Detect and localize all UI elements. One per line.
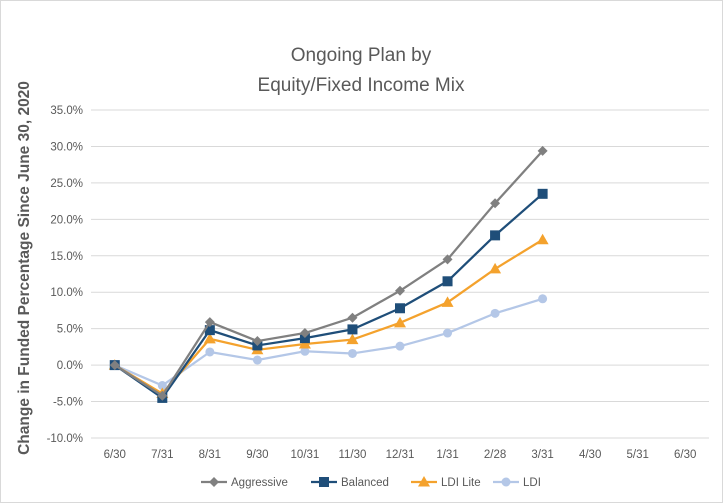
data-point-ldi-lite bbox=[536, 233, 549, 245]
data-point-aggressive bbox=[204, 317, 215, 328]
data-point-balanced bbox=[347, 324, 358, 335]
y-tick-label: 30.0% bbox=[50, 141, 83, 153]
legend-label: Aggressive bbox=[231, 477, 288, 489]
x-tick-label: 5/31 bbox=[626, 449, 648, 461]
x-tick-label: 6/30 bbox=[104, 449, 126, 461]
series-line-ldi bbox=[114, 297, 543, 387]
x-tick-label: 9/30 bbox=[246, 449, 268, 461]
y-tick-label: 15.0% bbox=[50, 251, 83, 263]
legend-marker-ldi-lite bbox=[418, 476, 430, 487]
data-point-aggressive bbox=[347, 312, 358, 323]
data-point-aggressive bbox=[252, 336, 263, 347]
legend-marker-ldi bbox=[501, 477, 511, 487]
y-axis-ticks: 35.0% 30.0% 25.0% 20.0% 15.0% 10.0% 5.0% 0.0% -5… bbox=[47, 105, 83, 445]
y-tick-label: 5.0% bbox=[57, 324, 83, 336]
legend-label: Balanced bbox=[341, 477, 389, 489]
data-point-ldi-lite bbox=[346, 333, 359, 345]
legend-item-balanced: Balanced bbox=[311, 477, 389, 489]
series-group bbox=[108, 145, 549, 403]
legend-item-ldi: LDI bbox=[493, 477, 541, 489]
y-tick-label: 20.0% bbox=[50, 214, 83, 226]
x-tick-label: 2/28 bbox=[484, 449, 506, 461]
y-tick-label: 0.0% bbox=[57, 360, 83, 372]
data-point-aggressive bbox=[537, 145, 548, 156]
legend-label: LDI Lite bbox=[441, 477, 481, 489]
data-point-aggressive bbox=[109, 360, 120, 371]
y-tick-label: 25.0% bbox=[50, 178, 83, 190]
data-point-ldi bbox=[443, 328, 453, 338]
series-balanced bbox=[109, 188, 548, 403]
chart-title-line-2: Equity/Fixed Income Mix bbox=[258, 75, 465, 96]
x-tick-label: 6/30 bbox=[674, 449, 696, 461]
data-point-ldi-lite bbox=[298, 337, 311, 349]
legend-item-ldi-lite: LDI Lite bbox=[411, 476, 481, 489]
x-tick-label: 8/31 bbox=[199, 449, 221, 461]
legend-item-aggressive: Aggressive bbox=[201, 477, 288, 489]
data-point-balanced bbox=[204, 325, 215, 336]
data-point-balanced bbox=[442, 276, 453, 287]
series-line-balanced bbox=[114, 192, 544, 400]
data-point-ldi bbox=[252, 355, 262, 365]
y-tick-label: -10.0% bbox=[47, 433, 83, 445]
data-point-ldi bbox=[157, 381, 167, 391]
x-tick-label: 1/31 bbox=[436, 449, 458, 461]
gridlines bbox=[91, 109, 709, 439]
x-tick-label: 7/31 bbox=[151, 449, 173, 461]
series-line-ldi-lite bbox=[114, 238, 544, 395]
legend-label: LDI bbox=[523, 477, 541, 489]
legend-marker-balanced bbox=[319, 477, 329, 487]
y-axis-label: Change in Funded Percentage Since June 3… bbox=[16, 81, 33, 455]
chart-title-line-1: Ongoing Plan by bbox=[291, 45, 432, 66]
data-point-ldi-lite bbox=[394, 316, 406, 328]
legend: Aggressive Balanced LDI Lite LDI bbox=[201, 476, 541, 489]
data-point-ldi-lite bbox=[441, 296, 454, 307]
data-point-balanced bbox=[299, 333, 310, 344]
y-tick-label: 35.0% bbox=[50, 105, 83, 117]
data-point-aggressive bbox=[490, 198, 501, 209]
x-tick-label: 3/31 bbox=[531, 449, 553, 461]
data-point-ldi bbox=[538, 294, 548, 304]
series-line-aggressive bbox=[114, 150, 544, 397]
data-point-balanced bbox=[537, 188, 548, 199]
chart-title: Ongoing Plan by Equity/Fixed Income Mix bbox=[258, 45, 465, 96]
y-tick-label: 10.0% bbox=[50, 287, 83, 299]
data-point-ldi bbox=[205, 347, 215, 357]
data-point-ldi bbox=[300, 346, 310, 356]
data-point-balanced bbox=[395, 303, 405, 314]
series-ldi-lite bbox=[108, 233, 549, 399]
x-tick-label: 10/31 bbox=[291, 449, 320, 461]
data-point-ldi bbox=[347, 348, 357, 358]
legend-marker-aggressive bbox=[209, 477, 219, 487]
data-point-ldi-lite bbox=[489, 262, 502, 274]
data-point-ldi bbox=[490, 308, 500, 318]
x-tick-label: 11/30 bbox=[338, 449, 366, 461]
data-point-ldi bbox=[395, 341, 405, 351]
data-point-aggressive bbox=[299, 328, 310, 339]
x-axis-ticks: 6/30 7/31 8/31 9/30 10/31 11/30 12/31 1/31 2/28 3… bbox=[104, 449, 697, 461]
x-tick-label: 4/30 bbox=[579, 449, 601, 461]
y-tick-label: -5.0% bbox=[53, 397, 83, 409]
data-point-ldi-lite bbox=[203, 332, 216, 344]
data-point-balanced bbox=[490, 230, 501, 241]
series-aggressive bbox=[109, 145, 548, 401]
data-point-aggressive bbox=[157, 390, 168, 401]
x-tick-label: 12/31 bbox=[386, 449, 415, 461]
data-point-aggressive bbox=[395, 285, 405, 296]
